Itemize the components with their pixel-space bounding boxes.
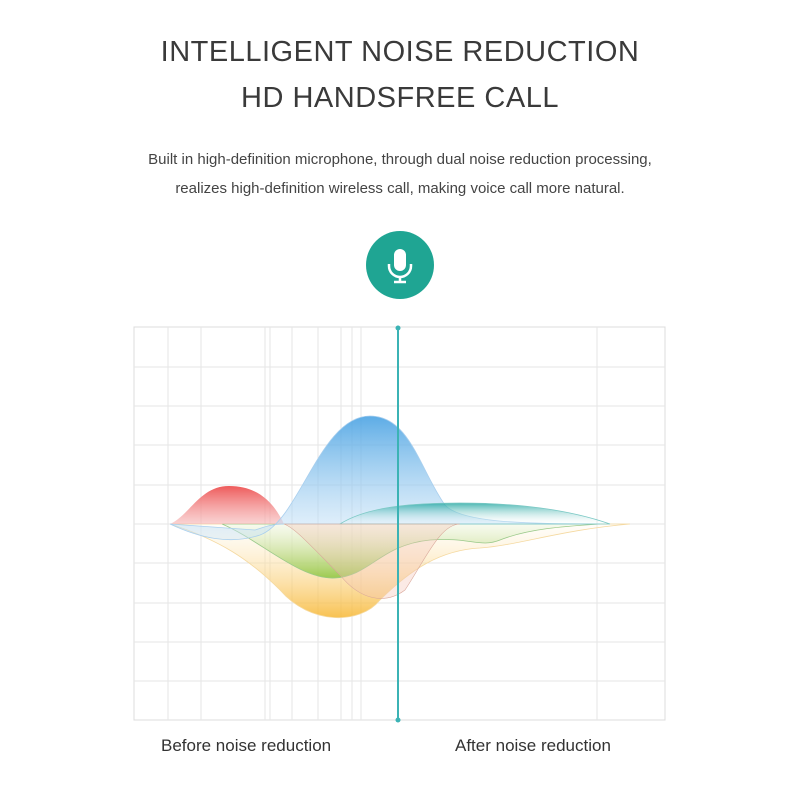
divider-top-dot — [395, 325, 401, 331]
divider-bottom-dot — [395, 717, 401, 723]
microphone-badge — [366, 231, 434, 299]
heading-line-1: INTELLIGENT NOISE REDUCTION — [160, 36, 640, 68]
heading-line-2: HD HANDSFREE CALL — [241, 82, 559, 114]
description-line-2: realizes high-definition wireless call, … — [175, 180, 625, 197]
description: Built in high-definition microphone, thr… — [0, 145, 800, 203]
teal-wave — [338, 502, 611, 525]
green-wave — [221, 523, 601, 579]
microphone-icon — [387, 249, 413, 284]
after-label: After noise reduction — [455, 736, 611, 755]
before-label: Before noise reduction — [161, 736, 332, 755]
red-wave — [170, 486, 284, 524]
salmon-band — [283, 523, 461, 599]
description-line-1: Built in high-definition microphone, thr… — [148, 151, 652, 168]
